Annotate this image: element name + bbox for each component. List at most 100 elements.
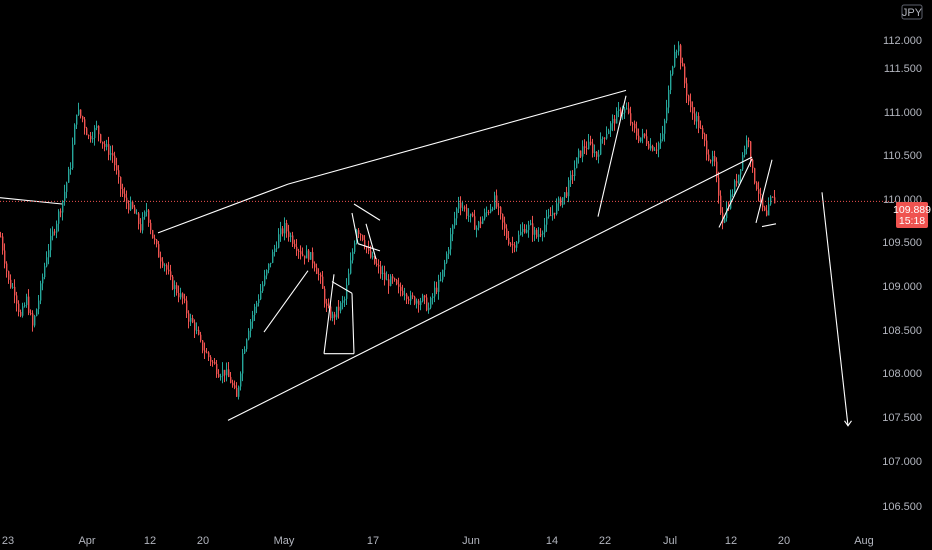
candle-body xyxy=(652,146,654,151)
candle-body xyxy=(700,127,702,129)
candle-body xyxy=(468,215,470,217)
candle-body xyxy=(438,279,440,292)
candle-body xyxy=(258,299,260,303)
candle-body xyxy=(78,109,80,115)
price-axis[interactable]: 112.000111.500111.000110.500110.000109.5… xyxy=(882,35,922,513)
candle-body xyxy=(686,83,688,96)
candle-body xyxy=(550,215,552,217)
trend-line[interactable] xyxy=(157,183,289,234)
candle-body xyxy=(156,239,158,245)
candle-body xyxy=(274,248,276,253)
candle-body xyxy=(350,260,352,274)
candle-body xyxy=(74,124,76,145)
candle-body xyxy=(596,151,598,157)
candle-body xyxy=(560,198,562,206)
candle-body xyxy=(632,123,634,125)
trend-line[interactable] xyxy=(0,197,63,205)
trend-line[interactable] xyxy=(263,270,309,333)
candle-body xyxy=(594,151,596,154)
candle-body xyxy=(514,245,516,248)
candle-body xyxy=(344,298,346,301)
candle-body xyxy=(158,244,160,258)
candle-body xyxy=(692,107,694,114)
candle-body xyxy=(502,213,504,223)
candle-body xyxy=(160,257,162,262)
candle-body xyxy=(60,211,62,213)
candle-body xyxy=(12,286,14,288)
price-tick-label: 107.000 xyxy=(882,456,922,468)
candle-body xyxy=(352,251,354,261)
trend-line[interactable] xyxy=(597,95,627,217)
trend-drawings[interactable] xyxy=(0,89,852,427)
price-tick-label: 107.500 xyxy=(882,412,922,424)
candle-body xyxy=(410,295,412,301)
candle-body xyxy=(530,223,532,225)
trend-line[interactable] xyxy=(357,243,381,252)
trend-line[interactable] xyxy=(287,89,627,185)
candle-body xyxy=(288,231,290,238)
trend-line[interactable] xyxy=(718,158,753,228)
trend-line[interactable] xyxy=(821,192,849,426)
trend-line[interactable] xyxy=(331,281,353,294)
candle-body xyxy=(548,215,550,217)
candle-body xyxy=(366,246,368,249)
time-axis[interactable]: 23 Apr 12 20 May 17 Jun 14 22 Jul 12 20 Aug xyxy=(2,535,874,547)
trend-line[interactable] xyxy=(351,212,359,244)
candle-body xyxy=(580,150,582,157)
candle-body xyxy=(254,306,256,316)
candle-body xyxy=(564,192,566,198)
candle-body xyxy=(770,196,772,205)
candle-body xyxy=(702,128,704,134)
candle-body xyxy=(110,153,112,155)
candle-body xyxy=(544,224,546,233)
candle-body xyxy=(96,125,98,128)
candle-body xyxy=(126,197,128,204)
candle-body xyxy=(766,210,768,216)
candle-body xyxy=(750,141,752,160)
candle-body xyxy=(340,302,342,311)
candle-body xyxy=(448,249,450,254)
candle-body xyxy=(726,208,728,219)
candle-body xyxy=(422,295,424,302)
candle-body xyxy=(220,376,222,378)
candle-body xyxy=(638,135,640,142)
time-tick-label: 17 xyxy=(367,535,379,547)
candle-body xyxy=(174,285,176,290)
last-price-countdown: 15:18 xyxy=(899,215,925,227)
arrowhead-icon xyxy=(844,420,852,427)
candle-body xyxy=(394,278,396,281)
candle-body xyxy=(22,306,24,316)
candle-series xyxy=(0,41,776,400)
candle-body xyxy=(44,266,46,278)
candle-body xyxy=(714,156,716,162)
candle-body xyxy=(116,165,118,171)
trend-line[interactable] xyxy=(351,293,355,354)
candle-body xyxy=(710,160,712,162)
candle-body xyxy=(390,276,392,286)
candle-body xyxy=(266,270,268,276)
trend-line[interactable] xyxy=(761,223,777,228)
candle-body xyxy=(196,329,198,331)
candle-body xyxy=(730,194,732,209)
trend-line[interactable] xyxy=(755,159,773,224)
candle-body xyxy=(446,253,448,263)
trend-line[interactable] xyxy=(323,274,335,354)
candle-body xyxy=(492,208,494,210)
trend-line[interactable] xyxy=(353,203,381,221)
candle-body xyxy=(664,120,666,134)
candle-body xyxy=(642,133,644,138)
candle-body xyxy=(534,229,536,235)
candle-body xyxy=(334,314,336,318)
candle-body xyxy=(398,284,400,287)
candle-body xyxy=(106,144,108,147)
candle-body xyxy=(142,217,144,231)
trend-line[interactable] xyxy=(365,223,377,260)
currency-badge[interactable]: JPY xyxy=(901,4,923,20)
candle-body xyxy=(520,231,522,235)
candle-body xyxy=(338,306,340,311)
candle-body xyxy=(598,154,600,157)
candle-body xyxy=(26,296,28,306)
trend-line[interactable] xyxy=(227,156,753,421)
